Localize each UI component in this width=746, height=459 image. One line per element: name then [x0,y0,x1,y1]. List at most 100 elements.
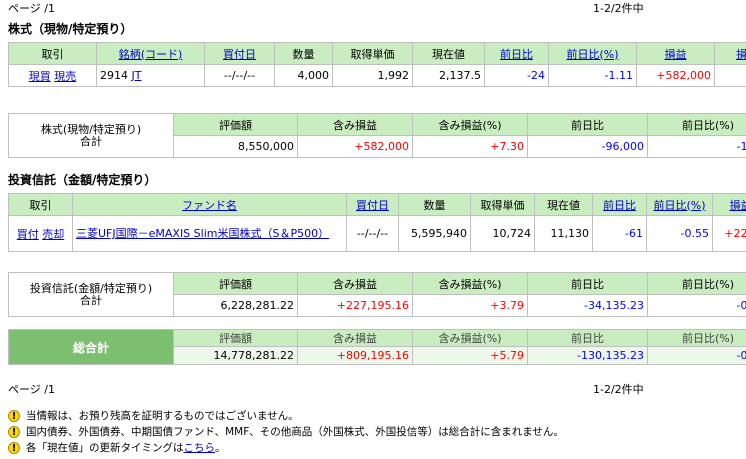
col-header-cost: 取得単価 [332,42,413,65]
summary-header-pnl: 含み損益 [297,272,413,295]
sort-by-name-link[interactable]: 銘柄(コード) [118,47,183,61]
col-header-price: 現在値 [534,193,593,216]
total-pnl: +809,195.16 [297,346,413,365]
stock-pnl-pct [714,64,746,87]
summary-header-value: 評価額 [173,113,298,136]
total-header-pnl: 含み損益 [297,329,413,347]
summary-header-change: 前日比 [527,272,648,295]
total-header-value: 評価額 [173,329,298,347]
fund-change: -61 [592,215,647,252]
sort-by-pnl-link[interactable]: 損益 [729,198,746,212]
stock-cost: 1,992 [332,64,413,87]
funds-table: 取引 ファンド名 買付日 数量 取得単価 現在値 前日比 前日比(%) 損益 買… [8,193,746,252]
col-header-qty: 数量 [398,193,471,216]
result-count: 1-2/2件中 [593,383,644,396]
fund-date: --/--/-- [346,215,399,252]
summary-header-pnl: 含み損益 [297,113,413,136]
fund-price: 11,130 [534,215,593,252]
sort-by-change-link[interactable]: 前日比 [603,198,636,212]
stocks-summary-pnl: +582,000 [297,135,413,158]
stock-change-pct: -1.11 [548,64,637,87]
summary-header-change-pct: 前日比(%) [647,113,746,136]
sort-by-pnl-link[interactable]: 損益 [664,47,687,61]
total-header-pnl-pct: 含み損益(%) [412,329,528,347]
funds-summary-change: -34,135.23 [527,294,648,317]
fund-name-link[interactable]: 三菱UFJ国際－eMAXIS Slim米国株式（S＆P500） [76,227,330,240]
stock-name-link[interactable]: JT [131,69,142,82]
summary-header-pnl-pct: 含み損益(%) [412,113,528,136]
note-tail: 。 [215,442,226,454]
stock-date: --/--/-- [204,64,275,87]
grand-total-table: 総合計 評価額 含み損益 含み損益(%) 前日比 前日比(%) 14,778,2… [8,329,746,365]
funds-summary-value: 6,228,281.22 [173,294,298,317]
stock-qty: 4,000 [274,64,333,87]
stocks-summary-table: 株式(現物/特定預り) 合計 評価額 含み損益 含み損益(%) 前日比 前日比(… [8,113,746,158]
col-header-cost: 取得単価 [470,193,535,216]
notes-list: 当情報は、お預り残高を証明するものではございません。 国内債券、外国債券、中期国… [8,408,746,457]
total-value: 14,778,281.22 [173,346,298,365]
grand-total-label: 総合計 [8,329,174,365]
page-indicator: ページ /1 [8,383,55,396]
sort-by-change-link[interactable]: 前日比 [500,47,533,61]
total-change-pct: -0.87 [647,346,746,365]
stock-price: 2,137.5 [412,64,485,87]
funds-summary-pnl-pct: +3.79 [412,294,528,317]
summary-header-pnl-pct: 含み損益(%) [412,272,528,295]
stocks-section-title: 株式（現物/特定預り） [8,22,133,36]
fund-qty: 5,595,940 [398,215,471,252]
stock-pnl: +582,000 [636,64,715,87]
stocks-summary-value: 8,550,000 [173,135,298,158]
note-text: 各「現在値」の更新タイミングは [26,442,184,454]
sort-by-pnl-pct-link[interactable]: 損 [736,47,746,61]
fund-cost: 10,724 [470,215,535,252]
total-change: -130,135.23 [527,346,648,365]
fund-change-pct: -0.55 [646,215,713,252]
summary-header-value: 評価額 [173,272,298,295]
sort-by-change-pct-link[interactable]: 前日比(%) [653,198,706,212]
warning-icon [8,425,20,441]
stocks-summary-change-pct: -1.11 [647,135,746,158]
stock-code: 2914 [100,69,128,82]
pager-top: ページ /1 1-2/2件中 [8,2,746,16]
summary-header-change: 前日比 [527,113,648,136]
page-indicator: ページ /1 [8,2,55,15]
col-header-trade: 取引 [8,193,73,216]
list-item: 国内債券、外国債券、中期国債ファンド、MMF、その他商品（外国株式、外国投信等）… [8,424,746,441]
stocks-summary-label: 株式(現物/特定預り) 合計 [8,113,174,158]
sort-by-change-pct-link[interactable]: 前日比(%) [566,47,619,61]
pager-bottom: ページ /1 1-2/2件中 [8,383,746,397]
warning-icon [8,409,20,425]
total-header-change: 前日比 [527,329,648,347]
buy-stock-link[interactable]: 現買 [28,69,51,83]
col-header-qty: 数量 [274,42,333,65]
col-header-trade: 取引 [8,42,97,65]
note-text: 国内債券、外国債券、中期国債ファンド、MMF、その他商品（外国株式、外国投信等）… [26,426,564,438]
update-timing-link[interactable]: こちら [183,442,216,454]
buy-fund-link[interactable]: 買付 [16,227,39,241]
warning-icon [8,441,20,457]
table-row: 現買 現売 2914 JT --/--/-- 4,000 1,992 2,137… [8,64,746,87]
funds-summary-table: 投資信託(金額/特定預り) 合計 評価額 含み損益 含み損益(%) 前日比 前日… [8,272,746,317]
stock-change: -24 [484,64,549,87]
fund-pnl: +227,1 [712,215,746,252]
stocks-table: 取引 銘柄(コード) 買付日 数量 取得単価 現在値 前日比 前日比(%) 損益… [8,42,746,87]
total-header-change-pct: 前日比(%) [647,329,746,347]
stocks-summary-change: -96,000 [527,135,648,158]
funds-summary-pnl: +227,195.16 [297,294,413,317]
sell-stock-link[interactable]: 現売 [54,69,77,83]
funds-summary-change-pct: -0.55 [647,294,746,317]
note-text: 当情報は、お預り残高を証明するものではございません。 [26,410,299,422]
sort-by-date-link[interactable]: 買付日 [223,47,256,61]
list-item: 当情報は、お預り残高を証明するものではございません。 [8,408,746,425]
sort-by-fund-name-link[interactable]: ファンド名 [182,198,237,212]
total-pnl-pct: +5.79 [412,346,528,365]
sort-by-date-link[interactable]: 買付日 [356,198,389,212]
summary-header-change-pct: 前日比(%) [647,272,746,295]
col-header-price: 現在値 [412,42,485,65]
result-count: 1-2/2件中 [593,2,644,15]
stocks-summary-pnl-pct: +7.30 [412,135,528,158]
table-row: 買付 売却 三菱UFJ国際－eMAXIS Slim米国株式（S＆P500） --… [8,215,746,252]
sell-fund-link[interactable]: 売却 [42,227,65,241]
funds-section-title: 投資信託（金額/特定預り） [8,173,157,187]
